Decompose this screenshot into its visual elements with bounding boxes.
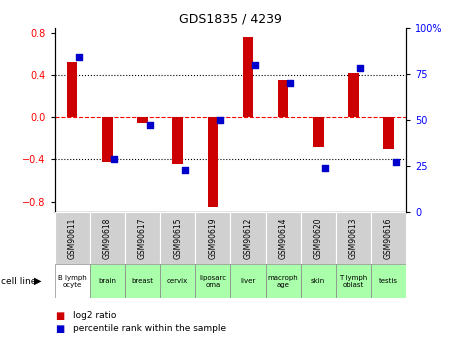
Bar [383, 117, 394, 149]
Point [111, 156, 118, 161]
Text: GSM90617: GSM90617 [138, 217, 147, 259]
Bar [137, 117, 148, 122]
Text: ▶: ▶ [34, 276, 42, 286]
Bar [125, 212, 160, 264]
Text: GSM90613: GSM90613 [349, 217, 358, 259]
Text: ■: ■ [55, 324, 64, 334]
Text: GSM90619: GSM90619 [209, 217, 217, 259]
Bar [208, 117, 218, 207]
Bar [348, 73, 359, 117]
Text: T lymph
oblast: T lymph oblast [339, 275, 368, 288]
Bar [55, 212, 90, 264]
Text: macroph
age: macroph age [268, 275, 298, 288]
Bar [301, 264, 336, 298]
Bar [160, 212, 195, 264]
Bar [102, 117, 113, 161]
Bar [90, 212, 125, 264]
Title: GDS1835 / 4239: GDS1835 / 4239 [179, 12, 282, 25]
Bar [195, 212, 230, 264]
Bar [266, 264, 301, 298]
Text: cell line: cell line [1, 277, 36, 286]
Bar [336, 264, 371, 298]
Point [322, 165, 329, 171]
Point [181, 167, 189, 172]
Bar [55, 264, 90, 298]
Point [76, 55, 83, 60]
Bar [243, 37, 253, 117]
Text: GSM90615: GSM90615 [173, 217, 182, 259]
Text: GSM90616: GSM90616 [384, 217, 393, 259]
Bar [336, 212, 371, 264]
Text: GSM90620: GSM90620 [314, 217, 323, 259]
Bar [67, 62, 77, 117]
Point [357, 66, 364, 71]
Point [251, 62, 259, 67]
Bar [266, 212, 301, 264]
Point [146, 123, 153, 128]
Text: GSM90618: GSM90618 [103, 217, 112, 259]
Text: skin: skin [311, 278, 325, 284]
Text: GSM90612: GSM90612 [244, 217, 252, 259]
Bar [195, 264, 230, 298]
Text: cervix: cervix [167, 278, 188, 284]
Bar [313, 117, 323, 147]
Bar [172, 117, 183, 164]
Bar [90, 264, 125, 298]
Text: brain: brain [98, 278, 116, 284]
Text: GSM90611: GSM90611 [68, 217, 76, 259]
Bar [301, 212, 336, 264]
Text: liver: liver [240, 278, 256, 284]
Point [392, 160, 399, 165]
Bar [125, 264, 160, 298]
Bar [230, 212, 266, 264]
Point [286, 80, 294, 86]
Text: liposarc
oma: liposarc oma [199, 275, 227, 288]
Text: breast: breast [132, 278, 153, 284]
Bar [160, 264, 195, 298]
Text: log2 ratio: log2 ratio [73, 310, 116, 319]
Text: ■: ■ [55, 310, 64, 321]
Bar [371, 212, 406, 264]
Point [216, 117, 224, 122]
Text: B lymph
ocyte: B lymph ocyte [58, 275, 86, 288]
Bar [371, 264, 406, 298]
Text: testis: testis [379, 278, 398, 284]
Bar [230, 264, 266, 298]
Text: percentile rank within the sample: percentile rank within the sample [73, 324, 226, 333]
Bar [278, 80, 288, 117]
Text: GSM90614: GSM90614 [279, 217, 287, 259]
